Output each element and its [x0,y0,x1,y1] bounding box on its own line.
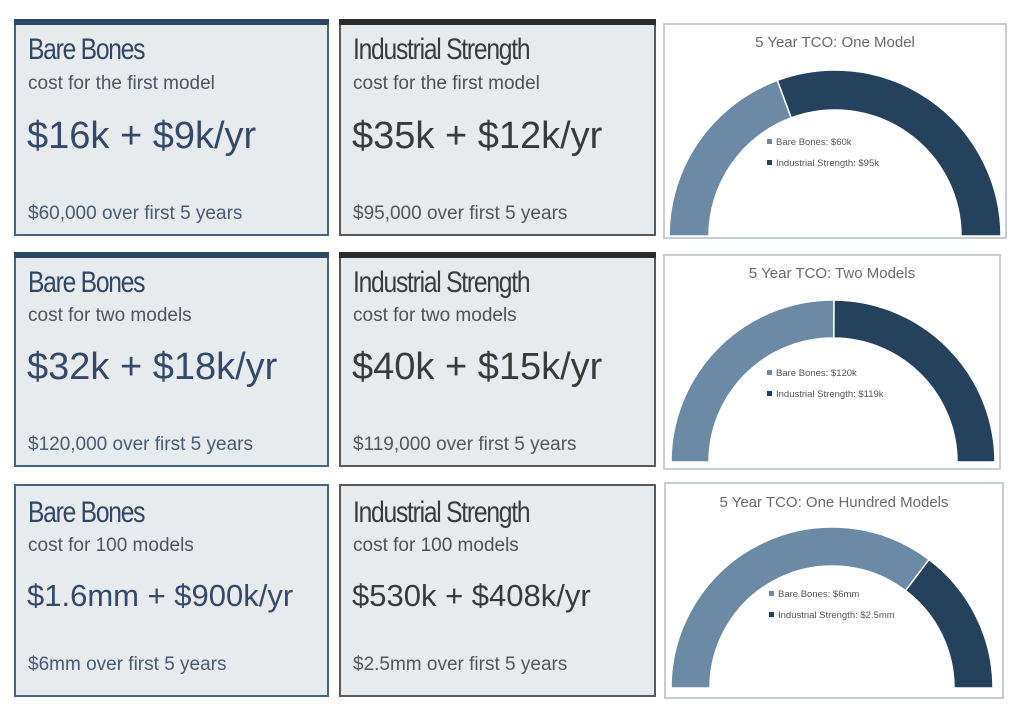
chart-legend: Bare Bones: $120k Industrial Strength: $… [767,363,884,405]
half-donut-chart [668,69,1002,237]
card-title: Bare Bones [28,266,145,299]
card-title: Bare Bones [28,496,145,529]
legend-marker [767,390,772,396]
legend-marker [769,590,774,596]
card-title: Industrial Strength [353,33,531,66]
card-price: $40k + $15k/yr [352,346,603,388]
segment-industrial-strength [833,299,996,463]
bare-bones-card-one-model: Bare Bones cost for the first model $16k… [14,19,329,236]
half-donut-chart [670,526,994,689]
legend-item-bare-bones: Bare Bones: $6mm [769,584,895,605]
card-total: $60,000 over first 5 years [28,203,243,224]
card-price: $35k + $12k/yr [352,115,603,157]
legend-marker [769,611,774,617]
card-title: Industrial Strength [353,496,531,529]
industrial-card-100-models: Industrial Strength cost for 100 models … [339,484,656,697]
card-accent-bar [14,252,329,258]
legend-marker [767,159,772,165]
card-subtitle: cost for two models [353,305,517,326]
chart-one-hundred-models: 5 Year TCO: One Hundred Models Bare Bone… [664,482,1004,699]
legend-item-bare-bones: Bare Bones: $120k [767,363,884,384]
legend-item-industrial-strength: Industrial Strength: $95k [767,153,879,174]
card-accent-bar [14,19,329,25]
legend-marker [767,369,772,375]
chart-two-models: 5 Year TCO: Two Models Bare Bones: $120k… [663,254,1001,470]
card-total: $120,000 over first 5 years [28,434,253,455]
legend-item-industrial-strength: Industrial Strength: $119k [767,384,884,405]
card-accent-bar [339,19,656,25]
chart-title: 5 Year TCO: One Hundred Models [719,494,949,511]
card-price: $16k + $9k/yr [27,115,257,157]
segment-industrial-strength [904,558,994,689]
half-donut-chart [670,299,996,463]
card-price: $1.6mm + $900k/yr [27,578,294,613]
card-total: $119,000 over first 5 years [353,434,577,455]
card-total: $95,000 over first 5 years [353,203,568,224]
card-subtitle: cost for two models [28,305,192,326]
chart-title: 5 Year TCO: Two Models [748,265,916,282]
bare-bones-card-100-models: Bare Bones cost for 100 models $1.6mm + … [14,484,329,697]
chart-title: 5 Year TCO: One Model [755,34,915,51]
card-total: $6mm over first 5 years [28,654,227,675]
card-total: $2.5mm over first 5 years [353,654,568,675]
chart-one-model: 5 Year TCO: One Model Bare Bones: $60k I… [663,23,1007,239]
industrial-card-two-models: Industrial Strength cost for two models … [339,252,656,467]
card-subtitle: cost for the first model [28,73,215,94]
card-subtitle: cost for 100 models [28,535,194,556]
segment-industrial-strength [776,69,1002,237]
card-title: Industrial Strength [353,266,531,299]
chart-legend: Bare Bones: $60k Industrial Strength: $9… [767,132,879,174]
card-price: $530k + $408k/yr [352,578,591,613]
card-price: $32k + $18k/yr [27,346,278,388]
legend-item-bare-bones: Bare Bones: $60k [767,132,879,153]
card-accent-bar [339,252,656,258]
chart-legend: Bare Bones: $6mm Industrial Strength: $2… [769,584,895,626]
card-subtitle: cost for the first model [353,73,540,94]
industrial-card-one-model: Industrial Strength cost for the first m… [339,19,656,236]
card-title: Bare Bones [28,33,145,66]
card-subtitle: cost for 100 models [353,535,519,556]
bare-bones-card-two-models: Bare Bones cost for two models $32k + $1… [14,252,329,467]
legend-item-industrial-strength: Industrial Strength: $2.5mm [769,605,895,626]
legend-marker [767,138,772,144]
